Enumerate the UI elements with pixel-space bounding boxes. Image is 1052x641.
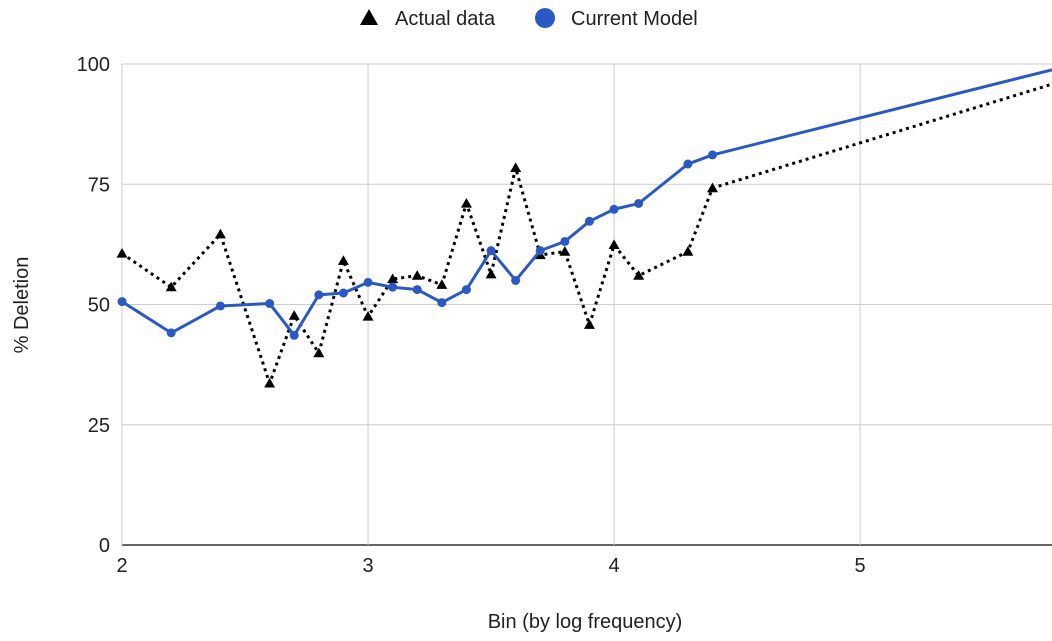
data-point xyxy=(388,283,397,292)
data-point xyxy=(510,162,521,172)
data-point xyxy=(486,269,497,279)
x-tick-label: 3 xyxy=(362,555,373,577)
y-tick-label: 75 xyxy=(88,174,110,196)
data-point xyxy=(511,276,520,285)
legend: Actual data Current Model xyxy=(360,8,698,30)
x-axis-label: Bin (by log frequency) xyxy=(488,611,683,633)
legend-label: Current Model xyxy=(571,8,698,30)
data-point xyxy=(412,270,423,280)
series-layer xyxy=(117,70,1052,388)
data-point xyxy=(264,378,275,388)
data-point xyxy=(634,199,643,208)
data-point xyxy=(167,328,176,337)
data-point xyxy=(118,297,127,306)
data-point xyxy=(364,278,373,287)
y-tick-label: 25 xyxy=(88,415,110,437)
x-tick-label: 5 xyxy=(855,555,866,577)
legend-label: Actual data xyxy=(395,8,496,30)
data-point xyxy=(536,246,545,255)
data-point xyxy=(117,248,128,258)
data-point xyxy=(683,160,692,169)
series-line xyxy=(122,84,1052,383)
y-tick-label: 100 xyxy=(77,54,110,76)
data-point xyxy=(314,290,323,299)
data-point xyxy=(682,246,693,256)
data-point xyxy=(216,301,225,310)
data-point xyxy=(560,237,569,246)
series-line xyxy=(122,70,1052,336)
data-point xyxy=(487,246,496,255)
data-point xyxy=(413,285,422,294)
data-point xyxy=(462,285,471,294)
data-point xyxy=(708,150,717,159)
x-tick-label: 2 xyxy=(116,555,127,577)
data-point xyxy=(215,229,226,239)
data-point xyxy=(436,279,447,289)
y-tick-label: 50 xyxy=(88,295,110,317)
x-tick-label: 4 xyxy=(609,555,620,577)
data-point xyxy=(437,298,446,307)
data-point xyxy=(609,239,620,249)
data-point xyxy=(338,255,349,265)
legend-triangle-icon xyxy=(360,9,378,25)
legend-circle-icon xyxy=(535,8,555,28)
data-point xyxy=(339,288,348,297)
y-tick-label: 0 xyxy=(99,535,110,557)
y-axis-label: % Deletion xyxy=(11,257,33,354)
legend-item: Actual data xyxy=(360,8,496,30)
axes: 0 25 50 75 100 2 3 4 5 xyxy=(77,54,866,577)
data-point xyxy=(290,331,299,340)
data-point xyxy=(461,198,472,208)
series-current-model xyxy=(118,70,1052,340)
data-point xyxy=(265,299,274,308)
legend-item: Current Model xyxy=(535,8,698,30)
data-point xyxy=(584,319,595,329)
data-point xyxy=(289,310,300,320)
data-point xyxy=(585,217,594,226)
series-actual-data xyxy=(117,84,1052,387)
data-point xyxy=(610,205,619,214)
